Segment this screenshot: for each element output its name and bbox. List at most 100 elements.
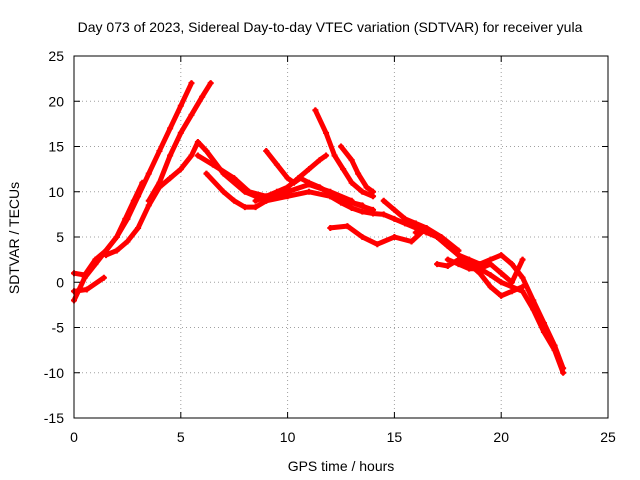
data-point bbox=[124, 238, 131, 245]
data-point bbox=[305, 188, 312, 195]
data-point bbox=[130, 197, 137, 204]
data-point bbox=[476, 261, 483, 268]
y-tick-label: 20 bbox=[48, 93, 64, 109]
data-point bbox=[363, 184, 370, 191]
data-point bbox=[551, 342, 558, 349]
series-arc-o bbox=[413, 225, 566, 376]
data-point bbox=[100, 274, 107, 281]
data-point bbox=[231, 175, 238, 182]
data-point bbox=[312, 107, 319, 114]
tick-label-layer: 0 5 10 15 20 25 -15 -10 -5 0 5 10 15 20 25 bbox=[44, 48, 616, 445]
data-point bbox=[135, 224, 142, 231]
y-tick-label: -15 bbox=[44, 410, 64, 426]
data-point bbox=[455, 252, 462, 259]
data-point bbox=[284, 184, 291, 191]
data-point bbox=[209, 161, 216, 168]
x-tick-label: 5 bbox=[177, 429, 185, 445]
data-point bbox=[359, 234, 366, 240]
series-arc-d bbox=[71, 180, 145, 278]
data-point bbox=[167, 125, 174, 132]
data-point bbox=[391, 206, 398, 213]
data-point bbox=[203, 148, 210, 155]
data-point bbox=[508, 279, 515, 286]
data-point bbox=[188, 80, 195, 87]
data-point bbox=[113, 247, 120, 254]
data-point bbox=[122, 215, 129, 222]
data-point bbox=[188, 152, 195, 159]
data-point bbox=[519, 274, 526, 281]
x-tick-label: 20 bbox=[493, 429, 509, 445]
data-point bbox=[487, 283, 494, 290]
data-point bbox=[323, 152, 330, 159]
data-point bbox=[139, 179, 146, 186]
data-point bbox=[412, 220, 419, 227]
grid-layer bbox=[74, 56, 608, 418]
series-layer bbox=[71, 80, 567, 376]
data-point bbox=[560, 365, 567, 372]
data-point bbox=[231, 197, 238, 204]
data-point bbox=[487, 272, 494, 279]
data-point bbox=[167, 152, 174, 159]
data-point bbox=[380, 211, 387, 218]
data-point bbox=[348, 157, 355, 164]
data-point bbox=[273, 161, 280, 168]
tick-layer bbox=[73, 55, 609, 419]
data-point bbox=[92, 256, 99, 263]
data-point bbox=[167, 175, 174, 182]
data-point bbox=[370, 188, 377, 195]
data-point bbox=[177, 102, 184, 109]
data-point bbox=[508, 261, 515, 268]
data-point bbox=[327, 224, 334, 231]
data-point bbox=[295, 175, 302, 182]
data-point bbox=[498, 270, 505, 277]
data-point bbox=[177, 166, 184, 173]
data-point bbox=[156, 148, 163, 155]
series-arc-r bbox=[456, 252, 566, 371]
data-point bbox=[348, 179, 355, 186]
data-point bbox=[338, 199, 344, 206]
data-point bbox=[466, 256, 473, 263]
data-point bbox=[370, 210, 377, 217]
data-point bbox=[455, 261, 462, 268]
data-point bbox=[540, 319, 547, 326]
data-point bbox=[498, 292, 505, 299]
data-point bbox=[391, 234, 398, 240]
data-point bbox=[374, 241, 381, 248]
data-point bbox=[177, 129, 184, 136]
y-tick-label: -5 bbox=[52, 320, 65, 336]
x-tick-label: 10 bbox=[280, 429, 296, 445]
data-point bbox=[359, 188, 366, 195]
data-point bbox=[444, 262, 451, 269]
data-point bbox=[113, 234, 120, 240]
data-point bbox=[203, 170, 210, 177]
data-point bbox=[444, 256, 451, 263]
data-point bbox=[348, 199, 355, 206]
data-point bbox=[316, 157, 323, 164]
data-point bbox=[81, 272, 88, 279]
data-point bbox=[423, 224, 430, 231]
data-point bbox=[220, 188, 227, 195]
data-point bbox=[207, 80, 214, 87]
data-point bbox=[252, 204, 259, 211]
y-tick-label: -10 bbox=[44, 365, 64, 381]
y-tick-label: 0 bbox=[56, 274, 64, 290]
data-point bbox=[434, 261, 441, 268]
series-arc-e bbox=[103, 139, 269, 258]
data-point bbox=[103, 252, 110, 259]
data-point bbox=[145, 202, 152, 209]
data-point bbox=[338, 143, 344, 150]
data-point bbox=[519, 256, 526, 263]
data-point bbox=[252, 197, 259, 204]
data-point bbox=[316, 184, 323, 191]
data-point bbox=[487, 256, 494, 263]
data-point bbox=[83, 286, 90, 293]
chart-title: Day 073 of 2023, Sidereal Day-to-day VTE… bbox=[78, 19, 583, 35]
data-point bbox=[331, 152, 338, 159]
data-point bbox=[498, 252, 505, 259]
data-point bbox=[305, 166, 312, 173]
data-point bbox=[466, 265, 473, 272]
x-tick-label: 25 bbox=[600, 429, 616, 445]
data-point bbox=[263, 148, 270, 155]
data-point bbox=[188, 111, 195, 118]
